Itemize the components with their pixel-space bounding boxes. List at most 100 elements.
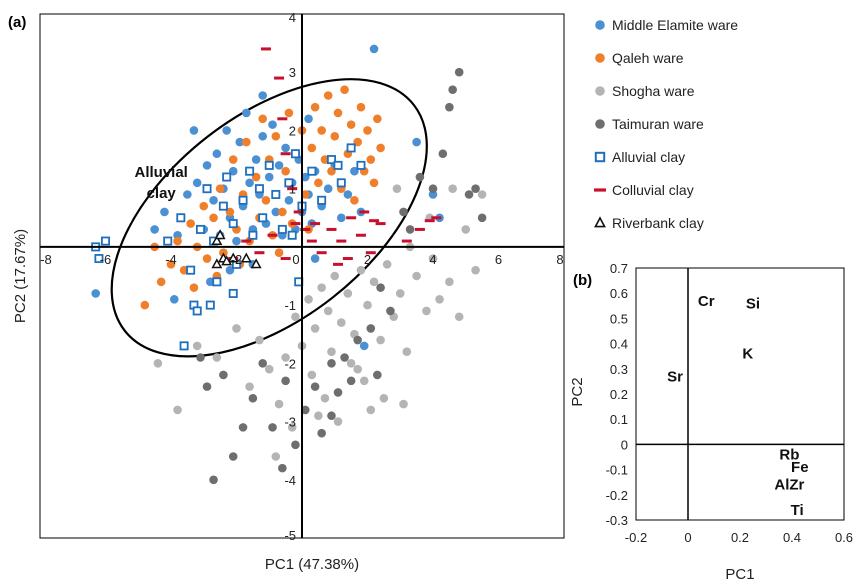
point-qaleh-ware [258, 114, 268, 124]
point-qaleh-ware [140, 300, 150, 310]
panel-b: (b) -0.2 0 0.2 0.4 0.6 0.7 0.6 0.5 0.4 0.3 0.2 0.1… [569, 261, 853, 583]
point-colluvial-clay [326, 227, 337, 231]
series-shogha-ware [153, 184, 487, 461]
legend-item-qaleh-ware: Qaleh ware [595, 50, 684, 66]
point-taimuran-ware [448, 85, 457, 94]
point-taimuran-ware [366, 324, 376, 333]
point-colluvial-clay [293, 210, 304, 214]
point-alluvial-clay [317, 195, 327, 205]
point-shogha-ware [274, 399, 284, 409]
point-shogha-ware [379, 393, 389, 403]
point-taimuran-ware [353, 335, 362, 345]
point-qaleh-ware [242, 137, 251, 147]
point-alluvial-clay [94, 254, 104, 264]
point-taimuran-ware [327, 411, 336, 421]
point-qaleh-ware [340, 85, 349, 94]
y-tick-label: 0.4 [610, 337, 628, 352]
y-tick-label: 4 [289, 10, 296, 25]
point-alluvial-clay [287, 230, 297, 240]
point-taimuran-ware [346, 376, 356, 386]
point-shogha-ware [323, 306, 333, 316]
point-qaleh-ware [189, 283, 199, 292]
point-shogha-ware [399, 399, 408, 409]
point-shogha-ware [317, 283, 326, 292]
point-colluvial-clay [336, 239, 347, 243]
legend-item-middle-elamite-ware: Middle Elamite ware [595, 17, 738, 33]
point-shogha-ware [287, 423, 297, 432]
legend-item-taimuran-ware: Taimuran ware [595, 116, 704, 132]
point-shogha-ware [291, 312, 300, 322]
point-alluvial-clay [218, 201, 228, 211]
point-alluvial-clay [271, 189, 281, 199]
y-tick-label: -0.1 [606, 463, 628, 478]
point-taimuran-ware [291, 440, 300, 450]
loading-label-fe: Fe [791, 459, 809, 476]
point-shogha-ware [173, 405, 182, 415]
panel-b-y-axis-title: PC2 [569, 377, 586, 406]
point-shogha-ware [310, 324, 320, 333]
point-middle-elamite-ware [245, 178, 254, 188]
point-alluvial-clay [179, 341, 189, 351]
x-tick-label: -8 [40, 252, 52, 267]
legend-marker [594, 188, 606, 192]
point-taimuran-ware [376, 283, 385, 292]
point-middle-elamite-ware [258, 91, 268, 100]
ellipse-outline [110, 78, 428, 358]
point-shogha-ware [264, 364, 274, 374]
point-taimuran-ware [258, 359, 268, 368]
point-colluvial-clay [280, 257, 291, 261]
point-middle-elamite-ware [189, 126, 199, 135]
point-riverbank-clay [214, 229, 226, 240]
point-middle-elamite-ware [242, 108, 251, 118]
y-tick-label: 0.1 [610, 412, 628, 427]
point-riverbank-clay [211, 235, 223, 246]
point-shogha-ware [412, 271, 421, 281]
point-shogha-ware [435, 294, 444, 304]
point-shogha-ware [369, 277, 379, 287]
x-tick-label: 2 [364, 252, 371, 267]
point-shogha-ware [271, 452, 281, 461]
point-taimuran-ware [428, 184, 438, 193]
point-middle-elamite-ware [235, 137, 245, 147]
point-alluvial-clay [245, 166, 255, 176]
point-colluvial-clay [346, 216, 357, 220]
point-shogha-ware [356, 265, 366, 275]
point-qaleh-ware [199, 201, 209, 211]
point-alluvial-clay [356, 160, 366, 170]
point-qaleh-ware [281, 166, 290, 176]
x-tick-label: 6 [495, 252, 502, 267]
point-middle-elamite-ware [274, 161, 284, 170]
point-shogha-ware [153, 359, 163, 368]
point-qaleh-ware [271, 131, 281, 141]
point-taimuran-ware [454, 67, 464, 77]
point-alluvial-clay [186, 265, 196, 275]
y-tick-label: -4 [284, 473, 296, 488]
point-middle-elamite-ware [160, 207, 169, 217]
point-middle-elamite-ware [271, 207, 281, 217]
point-qaleh-ware [356, 102, 366, 112]
point-taimuran-ware [228, 452, 238, 461]
point-qaleh-ware [373, 114, 382, 124]
point-qaleh-ware [261, 196, 271, 205]
point-alluvial-clay [326, 155, 336, 165]
point-shogha-ware [382, 260, 392, 269]
point-colluvial-clay [369, 219, 380, 223]
point-alluvial-clay [333, 160, 343, 170]
series-qaleh-ware [140, 85, 385, 310]
point-taimuran-ware [405, 225, 415, 234]
point-shogha-ware [255, 335, 264, 345]
loading-label-ti: Ti [791, 502, 804, 519]
point-riverbank-clay [227, 252, 239, 263]
point-riverbank-clay [221, 255, 233, 266]
point-qaleh-ware [274, 248, 284, 258]
point-alluvial-clay [228, 219, 238, 229]
point-middle-elamite-ware [91, 289, 100, 298]
point-shogha-ware [346, 359, 356, 368]
point-shogha-ware [448, 184, 457, 193]
point-shogha-ware [304, 294, 313, 304]
legend-item-alluvial-clay: Alluvial clay [594, 149, 685, 165]
point-taimuran-ware [477, 213, 487, 223]
point-qaleh-ware [278, 207, 287, 217]
point-colluvial-clay [333, 262, 344, 266]
